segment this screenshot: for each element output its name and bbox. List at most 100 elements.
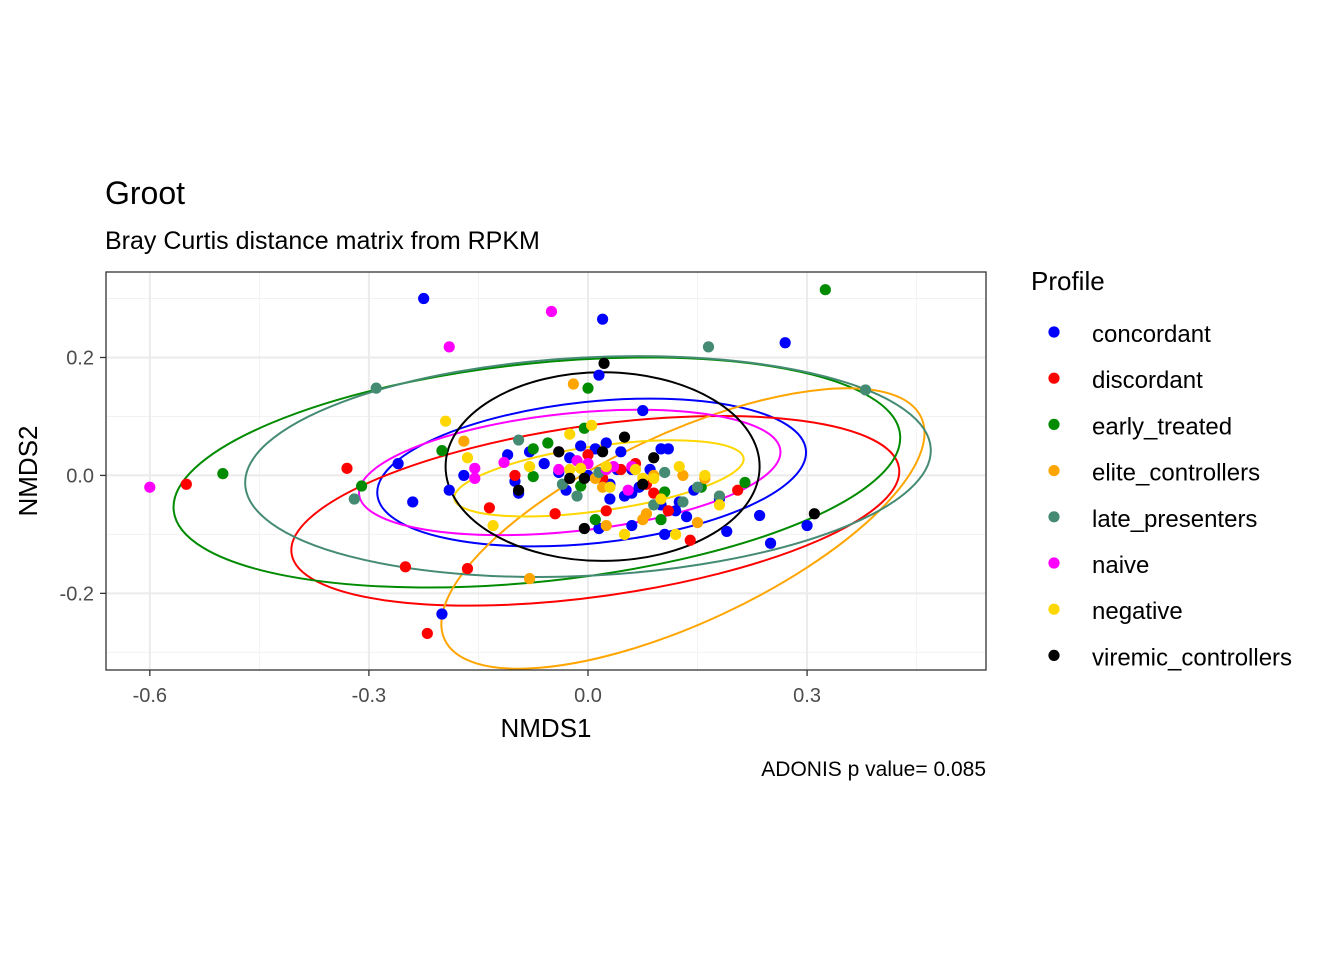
point-negative	[600, 460, 612, 473]
plot-panel	[105, 271, 987, 671]
ellipse-late_presenters	[244, 355, 932, 578]
x-axis-title: NMDS1	[500, 713, 591, 743]
point-late_presenters	[713, 490, 726, 502]
ellipse-elite_controllers	[440, 387, 926, 670]
legend-label-late_presenters: late_presenters	[1092, 506, 1257, 533]
point-early_treated	[739, 476, 751, 489]
legend-key-elite_controllers	[1048, 465, 1060, 477]
legend-label-elite_controllers: elite_controllers	[1092, 460, 1260, 487]
point-concordant	[538, 458, 550, 470]
legend-key-naive	[1048, 557, 1060, 569]
legend-label-negative: negative	[1092, 598, 1183, 625]
caption: ADONIS p value= 0.085	[761, 758, 986, 781]
point-late_presenters	[859, 384, 872, 396]
point-viremic_controllers	[564, 472, 576, 484]
legend-key-discordant	[1048, 372, 1060, 384]
point-naive	[498, 456, 510, 469]
point-elite_controllers	[458, 435, 470, 447]
point-viremic_controllers	[637, 478, 649, 490]
point-discordant	[483, 502, 496, 514]
point-discordant	[684, 534, 696, 546]
legend-title: Profile	[1031, 266, 1105, 296]
point-naive	[469, 472, 481, 484]
point-negative	[648, 472, 660, 484]
point-elite_controllers	[600, 519, 612, 532]
point-naive	[622, 484, 634, 496]
point-discordant	[600, 505, 612, 517]
point-late_presenters	[691, 481, 704, 493]
point-negative	[564, 428, 576, 440]
data-points	[144, 284, 872, 640]
point-late_presenters	[702, 341, 715, 353]
point-negative	[655, 493, 667, 505]
legend-key-early_treated	[1048, 418, 1060, 430]
point-late_presenters	[513, 434, 525, 446]
grid-major	[106, 272, 986, 670]
point-concordant	[575, 440, 587, 452]
point-negative	[713, 499, 726, 511]
point-viremic_controllers	[553, 446, 565, 458]
point-concordant	[418, 292, 430, 305]
chart-subtitle: Bray Curtis distance matrix from RPKM	[105, 227, 540, 255]
point-discordant	[662, 505, 674, 517]
point-early_treated	[589, 514, 601, 526]
y-tick-label: 0.0	[66, 465, 94, 487]
point-elite_controllers	[523, 573, 536, 585]
legend-key-late_presenters	[1048, 511, 1060, 523]
point-negative	[575, 462, 587, 474]
point-concordant	[436, 608, 448, 620]
point-discordant	[341, 462, 353, 474]
point-late_presenters	[659, 466, 671, 479]
point-late_presenters	[677, 496, 689, 508]
point-early_treated	[655, 514, 667, 526]
point-concordant	[659, 528, 671, 540]
point-discordant	[180, 478, 192, 490]
chart-title: Groot	[105, 175, 185, 211]
point-discordant	[582, 449, 594, 461]
point-negative	[439, 415, 452, 427]
point-concordant	[392, 458, 404, 470]
point-concordant	[596, 313, 609, 325]
legend-label-early_treated: early_treated	[1092, 413, 1232, 440]
point-elite_controllers	[677, 469, 689, 482]
legend-label-concordant: concordant	[1092, 321, 1211, 348]
point-negative	[699, 469, 711, 482]
point-concordant	[764, 537, 777, 549]
legend-key-concordant	[1048, 326, 1060, 338]
y-axis-title: NMDS2	[13, 425, 43, 516]
point-early_treated	[527, 443, 539, 455]
ellipse-naive	[358, 408, 782, 537]
point-negative	[461, 452, 474, 464]
point-negative	[487, 519, 499, 532]
legend: Profile concordant discordant early_treate…	[1031, 266, 1292, 671]
y-axis: -0.2 0.0 0.2	[60, 347, 106, 605]
point-viremic_controllers	[808, 508, 820, 520]
point-negative	[673, 460, 685, 473]
point-viremic_controllers	[513, 484, 525, 496]
point-negative	[523, 460, 536, 473]
point-concordant	[604, 493, 616, 505]
point-early_treated	[217, 468, 229, 480]
point-early_treated	[582, 382, 594, 394]
legend-key-viremic_controllers	[1048, 649, 1060, 662]
point-naive	[443, 341, 455, 353]
ellipse-early_treated	[172, 356, 902, 589]
point-viremic_controllers	[618, 431, 631, 443]
point-concordant	[721, 525, 733, 538]
point-early_treated	[819, 284, 831, 296]
point-discordant	[509, 469, 521, 482]
point-naive	[469, 462, 481, 474]
point-negative	[629, 463, 642, 476]
legend-label-discordant: discordant	[1092, 367, 1203, 394]
point-naive	[553, 463, 565, 476]
point-negative	[618, 528, 631, 540]
x-tick-label: -0.3	[352, 685, 386, 707]
point-concordant	[779, 337, 791, 349]
point-naive	[144, 481, 156, 493]
point-concordant	[443, 484, 455, 496]
point-concordant	[600, 437, 612, 449]
point-early_treated	[527, 471, 539, 483]
point-early_treated	[436, 445, 448, 457]
point-concordant	[458, 469, 470, 482]
